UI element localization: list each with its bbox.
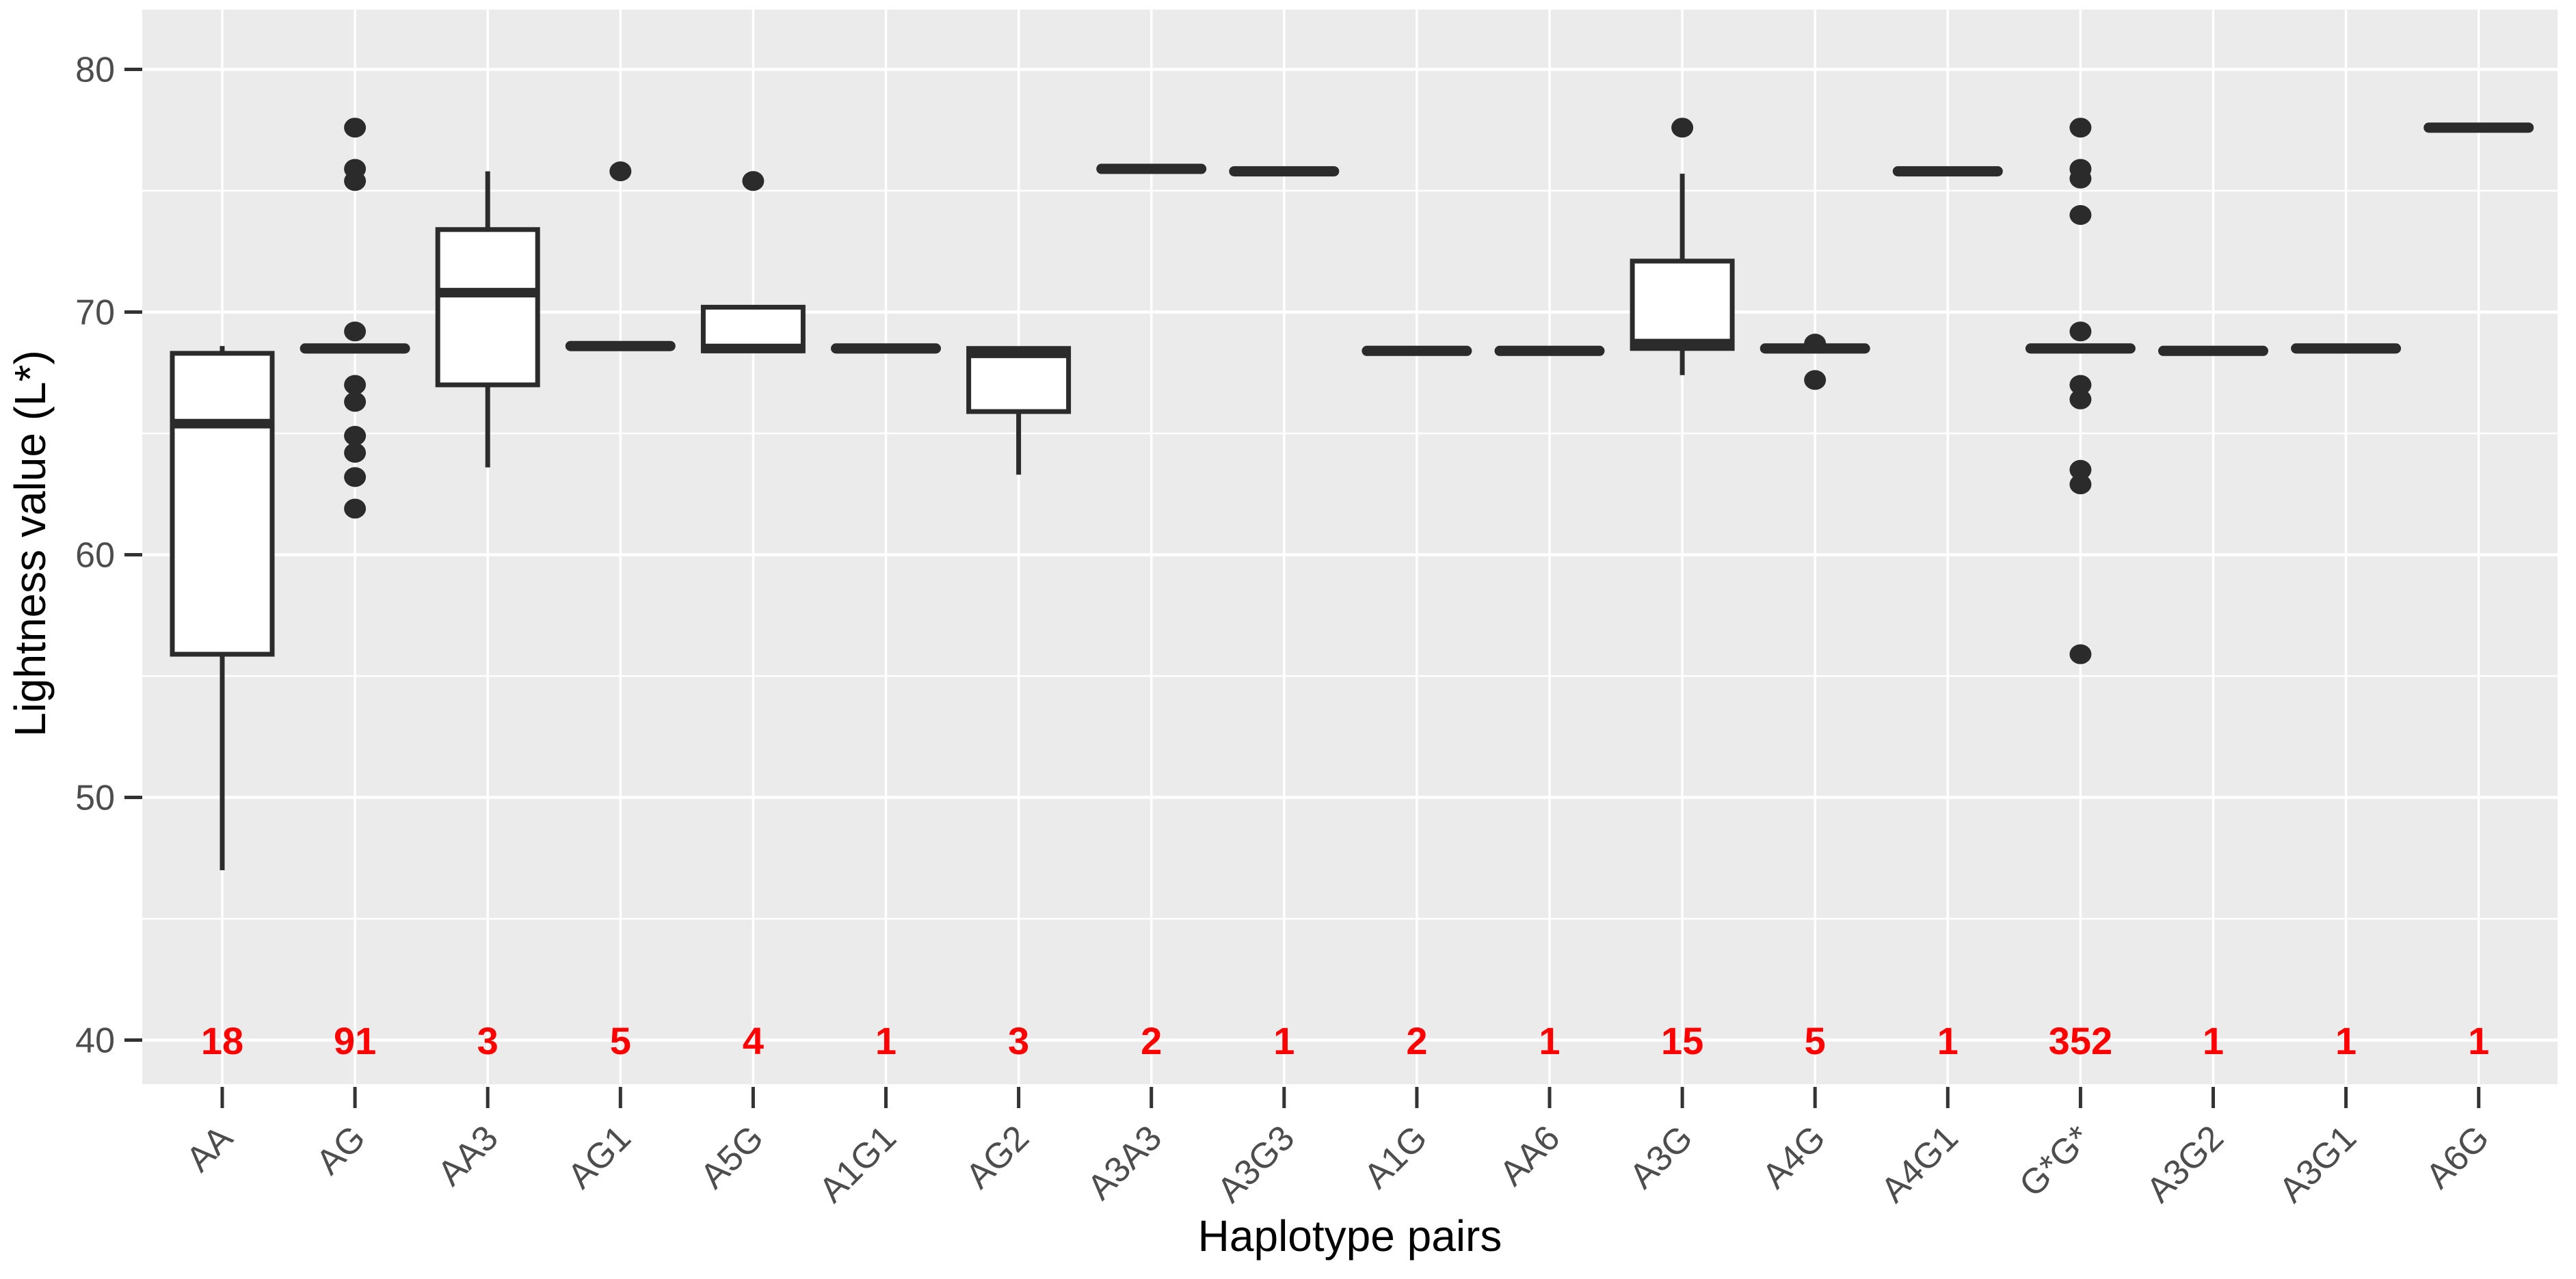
count-label-A6G: 1 — [2468, 1019, 2489, 1062]
y-axis-title: Lightness value (L*) — [5, 350, 55, 737]
y-tick-label-40: 40 — [75, 1021, 115, 1061]
outlier-dot-A5G — [742, 171, 765, 191]
x-tick-label-AA6: AA6 — [1492, 1118, 1568, 1194]
count-label-A5G: 4 — [743, 1019, 764, 1062]
outlier-dot-A3G — [1671, 118, 1694, 138]
outlier-dot-G*G* — [2069, 644, 2092, 664]
count-label-AG: 91 — [334, 1019, 376, 1062]
x-tick-label-AG: AG — [308, 1118, 373, 1182]
count-label-AG2: 3 — [1008, 1019, 1029, 1062]
outlier-dot-G*G* — [2069, 118, 2092, 138]
count-label-A3G3: 1 — [1273, 1019, 1294, 1062]
count-label-G*G*: 352 — [2049, 1019, 2112, 1062]
x-tick-label-A1G: A1G — [1357, 1118, 1435, 1196]
outlier-dot-G*G* — [2069, 375, 2092, 395]
outlier-dot-AG — [344, 375, 367, 395]
x-tick-label-A5G: A5G — [693, 1118, 771, 1196]
x-axis-title: Haplotype pairs — [1198, 1211, 1502, 1261]
x-tick-label-AG1: AG1 — [560, 1118, 639, 1196]
outlier-dot-A4G — [1804, 334, 1827, 354]
count-label-A3G: 15 — [1661, 1019, 1703, 1062]
count-label-AA: 18 — [201, 1019, 243, 1062]
count-label-A3A3: 2 — [1141, 1019, 1162, 1062]
x-tick-label-A4G: A4G — [1755, 1118, 1833, 1196]
outlier-dot-G*G* — [2069, 459, 2092, 480]
box-A3G — [1630, 258, 1735, 351]
plot-marks: 4050607080AA18AG91AA33AG15A5G4A1G11AG23A… — [75, 10, 2558, 1211]
plot-panel — [142, 10, 2558, 1084]
count-label-AG1: 5 — [610, 1019, 631, 1062]
outlier-dot-AG — [344, 171, 367, 191]
outlier-dot-AG — [344, 498, 367, 519]
x-tick-label-AG2: AG2 — [958, 1118, 1037, 1196]
count-label-A4G1: 1 — [1937, 1019, 1958, 1062]
y-tick-label-70: 70 — [75, 293, 115, 333]
outlier-dot-G*G* — [2069, 321, 2092, 342]
outlier-dot-AG — [344, 467, 367, 487]
x-tick-label-A3G: A3G — [1622, 1118, 1701, 1196]
outlier-dot-G*G* — [2069, 205, 2092, 225]
outlier-dot-G*G* — [2069, 389, 2092, 409]
x-tick-label-A3G1: A3G1 — [2272, 1118, 2364, 1210]
count-label-A3G1: 1 — [2335, 1019, 2356, 1062]
count-label-A1G1: 1 — [875, 1019, 897, 1062]
x-tick-label-A1G1: A1G1 — [812, 1118, 904, 1210]
count-label-AA6: 1 — [1539, 1019, 1560, 1062]
outlier-dot-AG — [344, 426, 367, 446]
box-AA3 — [435, 227, 540, 388]
x-tick-label-A3G2: A3G2 — [2139, 1118, 2231, 1210]
box-AA — [170, 351, 275, 657]
outlier-dot-G*G* — [2069, 168, 2092, 189]
x-tick-label-AA3: AA3 — [430, 1118, 506, 1194]
outlier-dot-G*G* — [2069, 474, 2092, 495]
x-tick-label-A3G3: A3G3 — [1210, 1118, 1302, 1210]
y-tick-label-80: 80 — [75, 51, 115, 90]
outlier-dot-AG1 — [609, 161, 632, 182]
x-tick-label-A4G1: A4G1 — [1874, 1118, 1966, 1210]
outlier-dot-AG — [344, 118, 367, 138]
outlier-dot-A4G — [1804, 370, 1827, 390]
x-tick-label-AA: AA — [178, 1118, 240, 1179]
y-tick-label-50: 50 — [75, 779, 115, 818]
count-label-A1G: 2 — [1406, 1019, 1427, 1062]
outlier-dot-AG — [344, 321, 367, 342]
outlier-dot-AG — [344, 442, 367, 463]
x-tick-label-A6G: A6G — [2419, 1118, 2497, 1196]
count-label-AA3: 3 — [477, 1019, 499, 1062]
outlier-dot-AG — [344, 392, 367, 412]
box-AG2 — [966, 346, 1072, 414]
x-tick-label-G*G*: G*G* — [2012, 1118, 2099, 1204]
y-tick-label-60: 60 — [75, 536, 115, 576]
count-label-A4G: 5 — [1805, 1019, 1826, 1062]
count-label-A3G2: 1 — [2203, 1019, 2224, 1062]
x-tick-label-A3A3: A3A3 — [1080, 1118, 1169, 1207]
